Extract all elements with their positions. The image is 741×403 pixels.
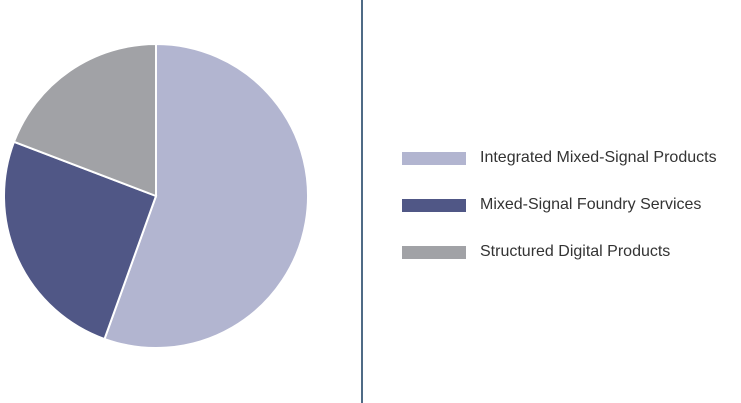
legend: Integrated Mixed-Signal Products Mixed-S… — [402, 146, 717, 287]
legend-item-mixed-signal-foundry-services: Mixed-Signal Foundry Services — [402, 193, 717, 217]
legend-swatch — [402, 245, 466, 259]
legend-swatch — [402, 151, 466, 165]
legend-label: Structured Digital Products — [480, 243, 671, 260]
vertical-divider — [361, 0, 363, 403]
legend-label: Mixed-Signal Foundry Services — [480, 196, 702, 213]
pie-slice-integrated-mixed-signal-products — [103, 42, 309, 349]
pie-slice-structured-digital-products — [12, 42, 157, 198]
pie-chart — [3, 42, 309, 349]
pie-slice-mixed-signal-foundry-services — [3, 140, 158, 341]
legend-item-structured-digital-products: Structured Digital Products — [402, 240, 717, 264]
legend-item-integrated-mixed-signal-products: Integrated Mixed-Signal Products — [402, 146, 717, 170]
legend-label: Integrated Mixed-Signal Products — [480, 149, 717, 166]
legend-swatch — [402, 198, 466, 212]
